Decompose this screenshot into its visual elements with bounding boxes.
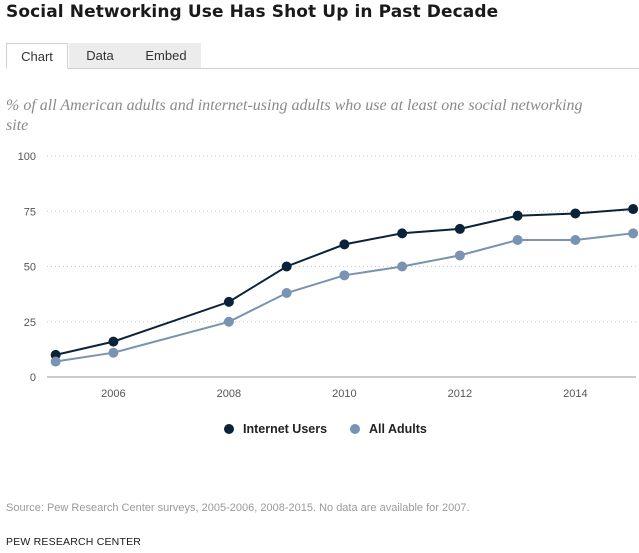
view-tabs: Chart Data Embed bbox=[6, 43, 639, 69]
x-tick-label: 2010 bbox=[332, 388, 356, 400]
series-point-1 bbox=[223, 316, 234, 327]
y-tick-label: 100 bbox=[18, 151, 36, 163]
series-point-1 bbox=[50, 356, 61, 367]
series-point-0 bbox=[454, 223, 465, 234]
series-point-1 bbox=[454, 250, 465, 261]
tab-chart[interactable]: Chart bbox=[6, 43, 68, 69]
x-tick-label: 2008 bbox=[217, 388, 241, 400]
legend-label: All Adults bbox=[369, 422, 427, 436]
series-point-0 bbox=[570, 208, 581, 219]
series-point-1 bbox=[397, 261, 408, 272]
source-note: Source: Pew Research Center surveys, 200… bbox=[6, 502, 470, 514]
series-point-1 bbox=[628, 228, 639, 239]
series-point-0 bbox=[397, 228, 408, 239]
series-line-1 bbox=[55, 232, 634, 363]
tab-data[interactable]: Data bbox=[69, 43, 131, 68]
y-tick-label: 25 bbox=[24, 317, 36, 329]
series-point-0 bbox=[108, 336, 119, 347]
series-point-0 bbox=[223, 296, 234, 307]
series-point-0 bbox=[628, 204, 639, 215]
series-point-1 bbox=[570, 234, 581, 245]
series-point-0 bbox=[281, 261, 292, 272]
chart-title: Social Networking Use Has Shot Up in Pas… bbox=[6, 2, 499, 22]
series-point-0 bbox=[339, 239, 350, 250]
x-tick-label: 2006 bbox=[101, 388, 125, 400]
series-point-1 bbox=[108, 347, 119, 358]
y-tick-label: 50 bbox=[24, 262, 36, 274]
x-tick-label: 2014 bbox=[563, 388, 587, 400]
series-point-1 bbox=[339, 270, 350, 281]
series-point-1 bbox=[281, 288, 292, 299]
legend-marker bbox=[224, 424, 234, 434]
legend-marker bbox=[350, 424, 360, 434]
series-line-0 bbox=[55, 208, 634, 356]
org-name: PEW RESEARCH CENTER bbox=[6, 536, 142, 548]
chart-subtitle: % of all American adults and internet-us… bbox=[6, 97, 583, 134]
y-tick-label: 0 bbox=[30, 372, 36, 384]
y-tick-label: 75 bbox=[24, 206, 36, 218]
tab-embed[interactable]: Embed bbox=[131, 43, 201, 68]
series-point-0 bbox=[512, 210, 523, 221]
legend-label: Internet Users bbox=[243, 422, 327, 436]
x-tick-label: 2012 bbox=[448, 388, 472, 400]
series-point-1 bbox=[512, 234, 523, 245]
